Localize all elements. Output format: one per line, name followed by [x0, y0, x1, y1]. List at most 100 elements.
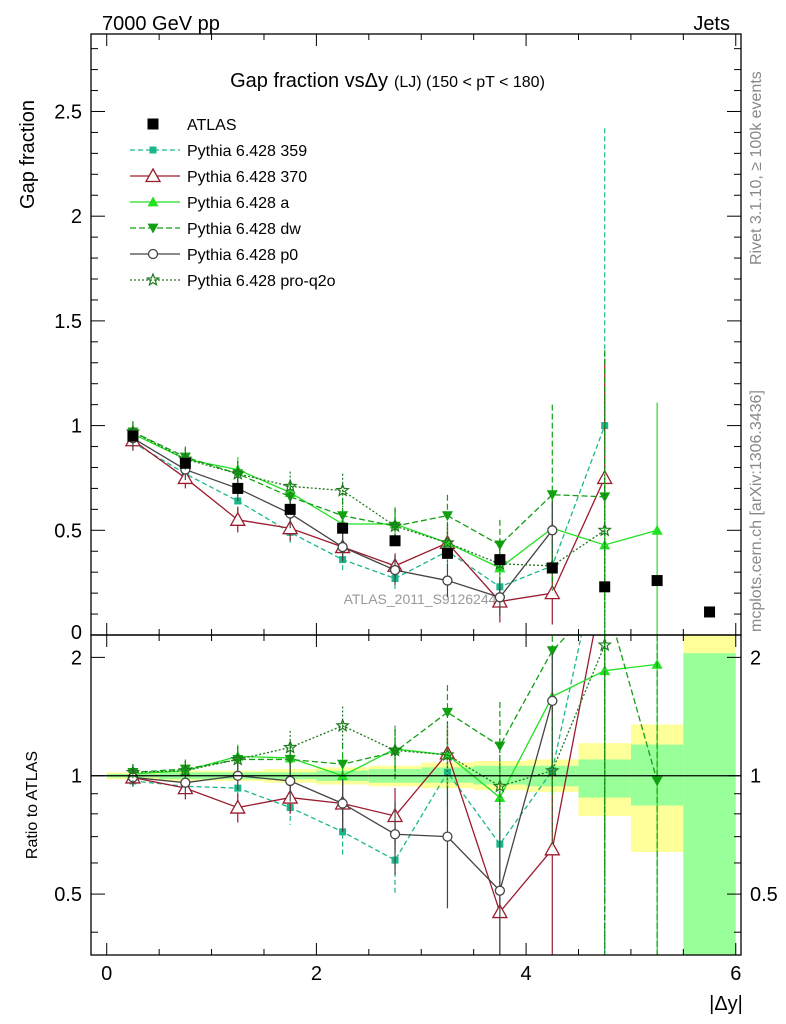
y-tick-label-top-1: 1 — [71, 416, 82, 438]
top-point-pythia-6-428-dw-8 — [546, 490, 558, 501]
top-point-pythia-6-428-p0-7 — [494, 592, 506, 603]
ratio-point-pythia-6-428-370-8 — [544, 840, 561, 856]
legend-marker-pythia-6-428-p0 — [147, 248, 159, 260]
top-point-pythia-6-428-p0-8 — [547, 525, 558, 536]
legend: ATLAS Pythia 6.428 359 Pythia 6.428 370 Pyt… — [130, 117, 336, 290]
y-axis-label-bottom: Ratio to ATLAS — [24, 751, 41, 859]
atlas-point-5 — [389, 535, 401, 547]
top-point-pythia-6-428-p0-5 — [389, 564, 401, 576]
rivet-version-label: Rivet 3.1.10, ≥ 100k events — [748, 71, 765, 265]
atlas-point-2 — [232, 482, 244, 494]
ratio-point-pythia-6-428-dw-10 — [651, 776, 663, 787]
chart-subtitle: (LJ) (150 < pT < 180) — [394, 74, 545, 91]
top-line-pythia-6-428-pro-q2o — [132, 431, 606, 567]
ratio-point-pythia-6-428-pro-q2o-5 — [387, 742, 403, 757]
y-tick-label-bottom-l-1: 1 — [71, 766, 82, 788]
top-point-pythia-6-428-pro-q2o-6 — [440, 535, 455, 550]
axes: 0 2 4 6 0.5 1 1.5 2 2.5 0 0.5 0.5 1 1 2 2 — [54, 33, 778, 985]
ratio-point-pythia-6-428-dw-4 — [337, 759, 349, 770]
ratio-point-pythia-6-428-pro-q2o-8 — [545, 763, 560, 777]
legend-entry-pythia-6-428-p0: Pythia 6.428 p0 — [130, 247, 298, 264]
ratio-point-pythia-6-428-pro-q2o-2 — [230, 751, 246, 766]
band-inner-11 — [683, 653, 736, 955]
ratio-point-pythia-6-428-pro-q2o-7 — [492, 778, 508, 793]
chart-title: Gap fraction vsΔy — [230, 70, 388, 92]
ratio-point-pythia-6-428-p0-7 — [494, 885, 506, 896]
legend-marker-pythia-6-428-370 — [144, 167, 162, 183]
top-line-pythia-6-428-370 — [132, 439, 606, 603]
legend-entry-pythia-6-428-dw: Pythia 6.428 dw — [130, 221, 301, 238]
atlas-point-7 — [494, 554, 506, 566]
ratio-point-pythia-6-428-pro-q2o-0 — [125, 764, 141, 779]
top-point-pythia-6-428-pro-q2o-4 — [335, 482, 350, 497]
top-point-pythia-6-428-a-10 — [651, 524, 663, 535]
bottom-panel-frame — [90, 634, 742, 956]
legend-entry-pythia-6-428-359: Pythia 6.428 359 — [130, 143, 307, 160]
ratio-point-pythia-6-428-pro-q2o-1 — [178, 763, 193, 777]
top-point-pythia-6-428-p0-4 — [337, 541, 348, 553]
legend-label-pythia-6-428-359: Pythia 6.428 359 — [187, 143, 307, 160]
top-point-pythia-6-428-dw-9 — [599, 492, 611, 503]
y-tick-label-bottom-l-2: 2 — [71, 647, 82, 669]
y-tick-label-top-2: 1.5 — [54, 311, 82, 333]
atlas-point-1 — [179, 457, 191, 469]
legend-marker-pythia-6-428-a — [147, 196, 159, 207]
x-axis-label: |Δy| — [709, 993, 743, 1015]
atlas-point-0 — [127, 430, 139, 442]
legend-marker-pythia-6-428-pro-q2o — [145, 272, 161, 287]
top-point-pythia-6-428-pro-q2o-5 — [387, 518, 403, 533]
atlas-point-4 — [337, 522, 349, 534]
y-tick-label-bottom-l-0: 0.5 — [54, 884, 82, 906]
header-process-label: Jets — [693, 13, 730, 35]
ratio-panel-series — [91, 635, 741, 955]
ratio-point-pythia-6-428-a-9 — [599, 665, 611, 676]
legend-label-atlas: ATLAS — [187, 117, 237, 134]
y-tick-label-top-0: 0.5 — [54, 520, 82, 542]
y-tick-label-top-3: 2 — [71, 206, 82, 228]
ratio-point-pythia-6-428-pro-q2o-4 — [335, 718, 350, 732]
legend-label-pythia-6-428-pro-q2o: Pythia 6.428 pro-q2o — [187, 273, 336, 290]
ratio-point-pythia-6-428-pro-q2o-3 — [282, 739, 298, 754]
legend-entry-pythia-6-428-pro-q2o: Pythia 6.428 pro-q2o — [130, 272, 336, 290]
ratio-line-pythia-6-428-359 — [132, 635, 583, 862]
ratio-point-pythia-6-428-p0-3 — [285, 775, 296, 787]
legend-marker-atlas — [147, 118, 159, 130]
top-point-pythia-6-428-pro-q2o-2 — [230, 466, 246, 480]
top-point-pythia-6-428-pro-q2o-3 — [282, 478, 298, 493]
ratio-point-pythia-6-428-370-2 — [229, 799, 246, 814]
ratio-point-pythia-6-428-pro-q2o-9 — [597, 637, 612, 652]
top-point-pythia-6-428-pro-q2o-9 — [597, 522, 612, 537]
x-tick-label-1: 2 — [311, 963, 322, 985]
atlas-point-10 — [651, 575, 663, 587]
ratio-point-pythia-6-428-p0-4 — [337, 798, 348, 809]
ratio-point-pythia-6-428-dw-6 — [441, 707, 453, 718]
legend-marker-pythia-6-428-359 — [149, 146, 157, 154]
ratio-line-pythia-6-428-pro-q2o — [132, 644, 606, 788]
top-point-pythia-6-428-370-2 — [229, 511, 246, 526]
atlas-point-11 — [704, 606, 716, 618]
top-point-pythia-6-428-dw-4 — [337, 511, 349, 522]
legend-entry-atlas: ATLAS — [147, 117, 237, 134]
top-line-pythia-6-428-a — [132, 433, 658, 569]
x-tick-label-0: 0 — [101, 963, 112, 985]
ratio-point-pythia-6-428-pro-q2o-6 — [440, 747, 455, 762]
ratio-point-pythia-6-428-dw-8 — [546, 646, 558, 657]
top-line-pythia-6-428-359 — [132, 425, 606, 588]
top-panel-series — [124, 128, 716, 635]
legend-marker-pythia-6-428-dw — [147, 223, 159, 234]
y-axis-label-top: Gap fraction — [17, 100, 39, 209]
atlas-point-3 — [284, 503, 296, 515]
analysis-watermark: ATLAS_2011_S9126244 — [344, 591, 497, 607]
ratio-point-pythia-6-428-p0-1 — [180, 777, 191, 788]
legend-label-pythia-6-428-dw: Pythia 6.428 dw — [187, 221, 301, 238]
atlas-point-8 — [546, 562, 558, 574]
ratio-point-pythia-6-428-dw-7 — [494, 741, 506, 752]
legend-label-pythia-6-428-p0: Pythia 6.428 p0 — [187, 247, 298, 264]
header-energy-label: 7000 GeV pp — [102, 13, 220, 35]
y-tick-label-top-4: 2.5 — [54, 101, 82, 123]
atlas-point-6 — [441, 547, 453, 559]
top-line-pythia-6-428-dw — [132, 431, 605, 546]
y-tick-label-top-zero: 0 — [71, 622, 82, 644]
top-point-pythia-6-428-p0-6 — [442, 575, 453, 586]
ratio-point-pythia-6-428-p0-8 — [547, 695, 558, 707]
